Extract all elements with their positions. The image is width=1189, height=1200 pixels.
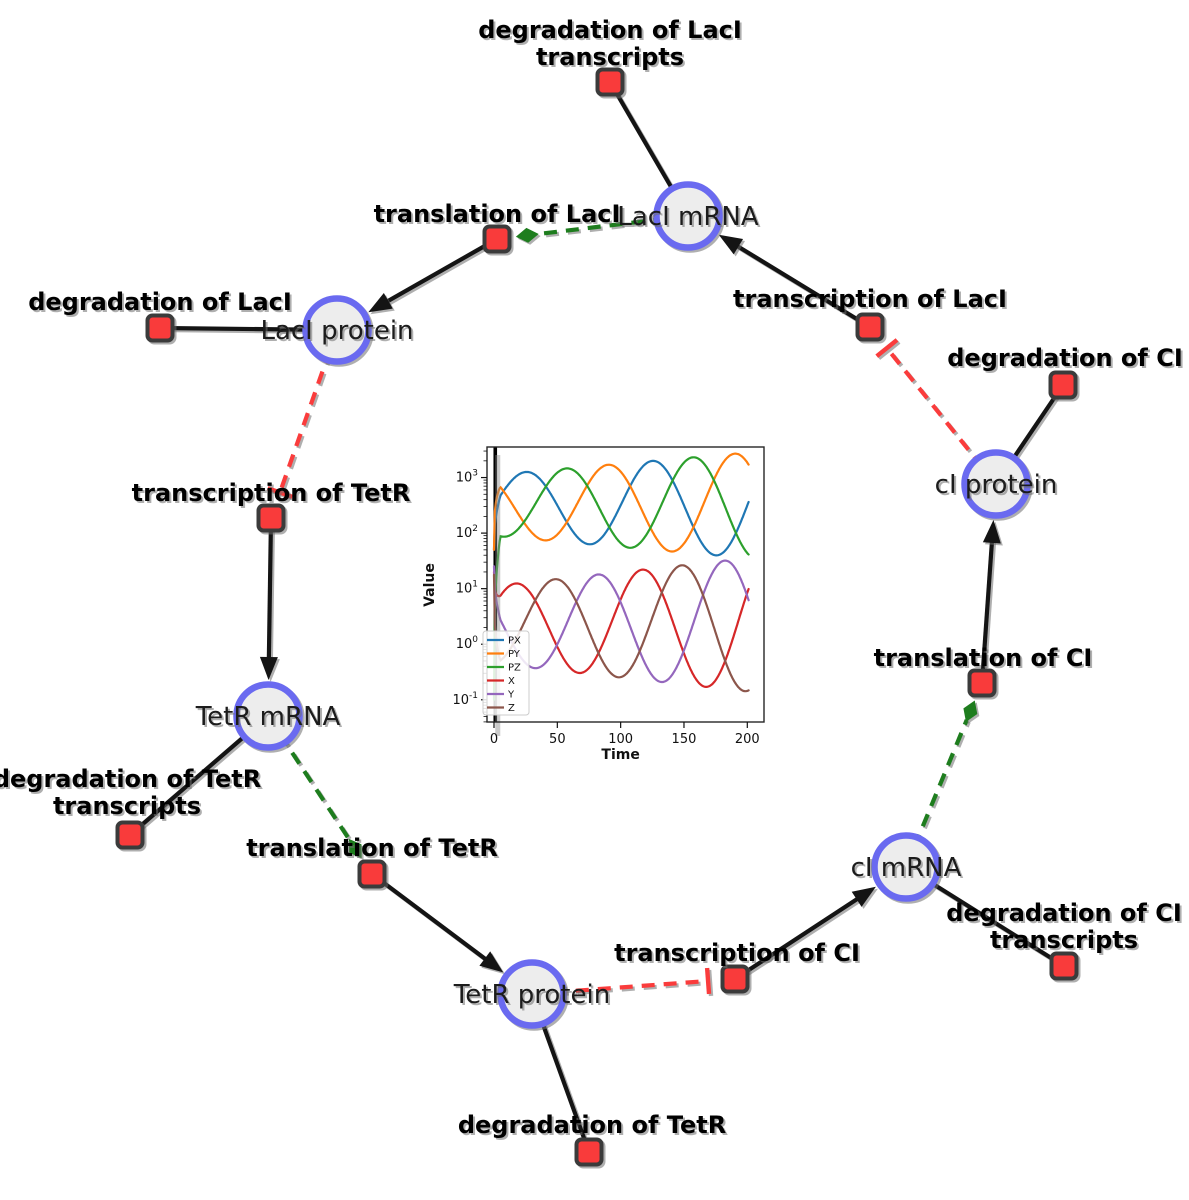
arrowhead-icon xyxy=(851,886,876,907)
reaction-label: translation of LacI xyxy=(374,200,621,228)
species-label: TetR mRNA xyxy=(195,702,341,732)
series-line-PX xyxy=(492,459,750,557)
x-tick-label: 0 xyxy=(490,732,498,747)
y-tick-label: 10-1 xyxy=(452,691,478,708)
arrowhead-icon xyxy=(479,951,504,973)
chart-curves xyxy=(492,447,750,722)
reaction-label: transcripts xyxy=(536,43,684,71)
edge-production-transc_laci-to-laci_mrna xyxy=(733,242,872,329)
reaction-node-transl_tetr xyxy=(357,859,387,889)
reaction-label: degradation of TetR xyxy=(458,1111,726,1139)
x-tick-label: 50 xyxy=(549,732,566,747)
inhibition-tbar-icon xyxy=(266,486,293,499)
reaction-node-transc_laci xyxy=(855,312,885,342)
species-label: cI mRNA xyxy=(851,853,962,883)
reaction-node-transc_ci xyxy=(720,964,750,994)
y-tick-label: 102 xyxy=(456,524,478,541)
reaction-label: degradation of LacI xyxy=(478,16,742,44)
diamond-arrowhead-icon xyxy=(515,227,539,243)
arrowhead-icon xyxy=(718,234,744,255)
arrowhead-icon xyxy=(982,519,1001,544)
reaction-node-transl_ci xyxy=(967,668,997,698)
legend-label-PY: PY xyxy=(508,649,521,660)
reaction-label: degradation of TetR xyxy=(0,765,261,793)
legend-label-Z: Z xyxy=(508,703,515,714)
reaction-node-deg_laci xyxy=(145,313,175,343)
legend-box xyxy=(482,630,530,716)
legend-label-PZ: PZ xyxy=(508,663,521,674)
series-line-PZ xyxy=(492,456,750,701)
species-node-tetr_mrna xyxy=(233,681,303,751)
species-label: LacI protein xyxy=(260,316,413,346)
reaction-node-transl_laci xyxy=(482,224,512,254)
reaction-label: transcription of CI xyxy=(614,939,860,967)
species-node-ci_mrna xyxy=(871,832,941,902)
reaction-label: transcription of TetR xyxy=(132,479,411,507)
legend-label-X: X xyxy=(508,676,515,687)
reaction-node-deg_ci xyxy=(1048,370,1078,400)
species-label: TetR protein xyxy=(453,980,610,1010)
axes-frame xyxy=(486,446,765,723)
reaction-label: degradation of CI xyxy=(947,344,1183,372)
nodes-layer xyxy=(115,67,1079,1167)
y-tick-label: 100 xyxy=(456,635,479,652)
reaction-label: transcription of LacI xyxy=(733,285,1007,313)
arrowhead-icon xyxy=(368,293,393,313)
chart-legend: PX PY PZ XYZ xyxy=(482,630,530,716)
x-axis-title: Time xyxy=(601,747,639,763)
legend-label-Y: Y xyxy=(507,690,515,701)
y-tick-label: 103 xyxy=(456,469,478,486)
reaction-label: degradation of LacI xyxy=(28,288,292,316)
species-node-tetr_prot xyxy=(497,959,567,1029)
species-node-laci_prot xyxy=(302,295,372,365)
reaction-node-deg_tetr_tx xyxy=(115,820,145,850)
arrowhead-icon xyxy=(259,656,278,681)
y-tick-label: 101 xyxy=(456,580,478,597)
inhibition-tbar-icon xyxy=(704,967,712,995)
reaction-label: degradation of CI xyxy=(946,899,1182,927)
reaction-node-deg_tetr xyxy=(574,1137,604,1167)
reaction-label: transcripts xyxy=(53,792,201,820)
reaction-node-deg_laci_tx xyxy=(595,67,625,97)
inset-chart: 0 50 100 150 200Time10-1100101102103ValuePXP… xyxy=(422,446,765,763)
edge-production-transl_tetr-to-tetr_prot xyxy=(370,872,491,964)
reaction-label: translation of CI xyxy=(874,644,1093,672)
species-label: cI protein xyxy=(935,470,1058,500)
edge-production-transc_tetr-to-tetr_mrna xyxy=(266,517,274,663)
x-tick-label: 200 xyxy=(735,732,760,747)
edge-production-transl_ci-to-ci_prot xyxy=(979,537,995,684)
inhibition-tbar-icon xyxy=(875,338,899,358)
reaction-node-deg_ci_tx xyxy=(1049,951,1079,981)
legend-label-PX: PX xyxy=(508,636,521,647)
species-label: LacI mRNA xyxy=(617,202,758,232)
series-line-Z xyxy=(492,564,750,693)
y-axis-title: Value xyxy=(422,563,438,607)
species-node-ci_prot xyxy=(961,449,1031,519)
series-line-X xyxy=(492,568,750,689)
x-tick-label: 100 xyxy=(608,732,633,747)
diamond-arrowhead-icon xyxy=(963,700,978,722)
x-tick-label: 150 xyxy=(672,732,697,747)
edge-production-transc_ci-to-ci_mrna xyxy=(733,894,862,981)
diamond-arrowhead-icon xyxy=(348,838,362,859)
labels-layer: degradation of LacItranscriptstranslatio… xyxy=(0,16,1183,1139)
species-node-laci_mrna xyxy=(653,181,723,251)
series-line-PY xyxy=(492,452,750,553)
series-line-Y xyxy=(492,559,750,684)
reaction-label: transcripts xyxy=(990,926,1138,954)
edge-production-transl_laci-to-laci_prot xyxy=(382,237,499,306)
reaction-node-transc_tetr xyxy=(256,503,286,533)
reaction-label: translation of TetR xyxy=(246,834,498,862)
